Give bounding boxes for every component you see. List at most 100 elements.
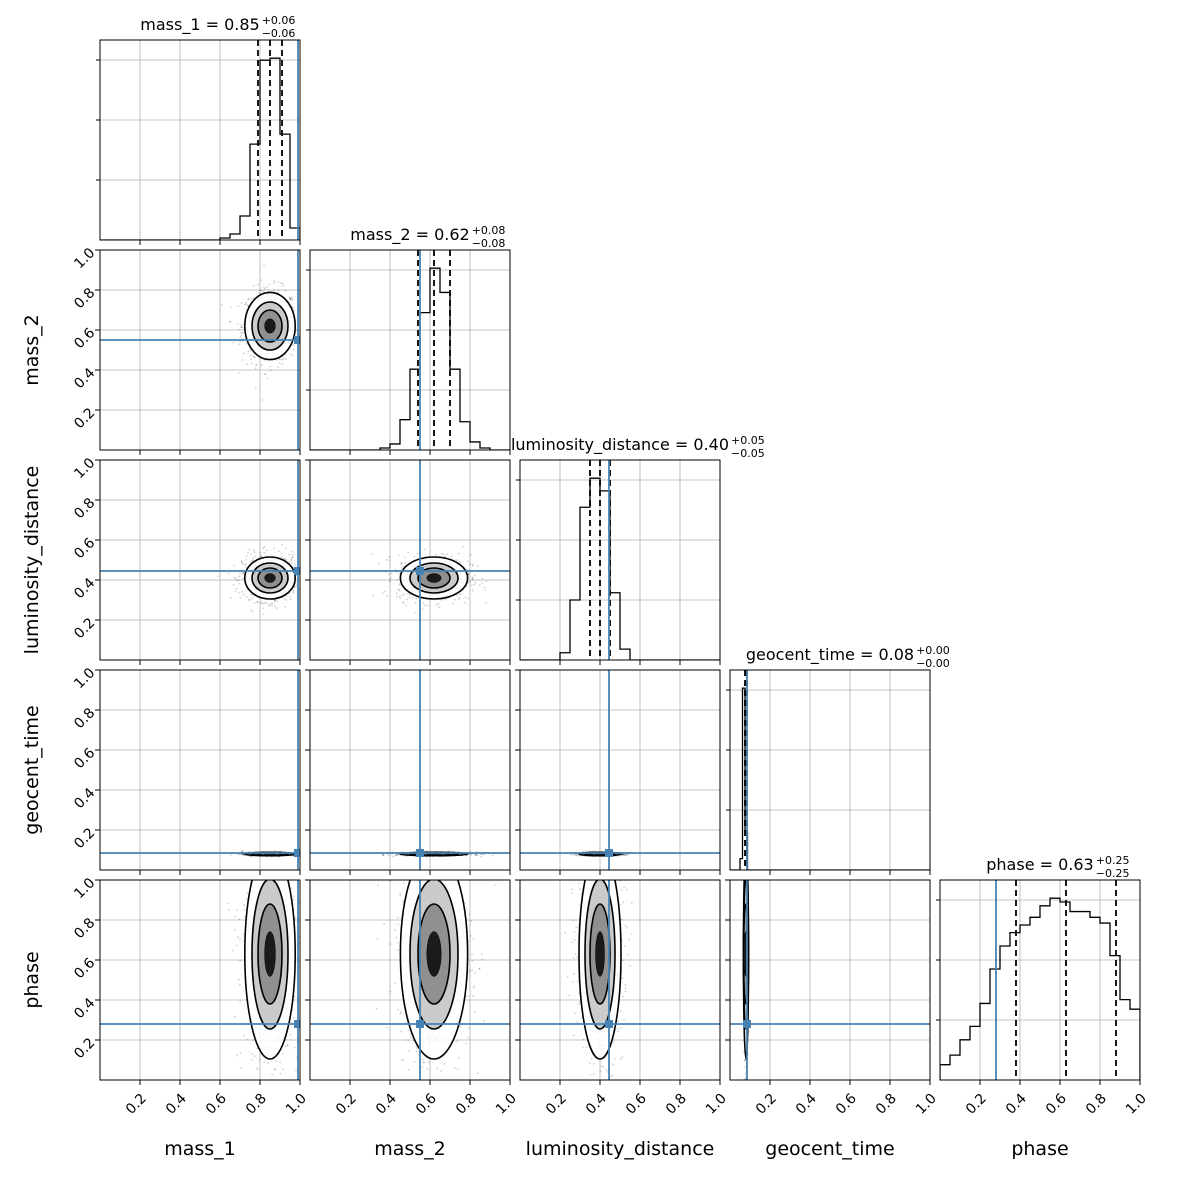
sample-point	[236, 1054, 239, 1057]
sample-point	[254, 555, 256, 558]
sample-point	[388, 579, 391, 581]
sample-point	[242, 594, 245, 596]
sample-point	[303, 853, 305, 855]
sample-point	[279, 876, 281, 878]
sample-point	[293, 1046, 296, 1049]
sample-point	[396, 595, 398, 598]
sample-point	[292, 348, 295, 351]
density-contour	[426, 573, 442, 583]
sample-point	[288, 553, 291, 556]
sample-point	[270, 1148, 272, 1150]
y-tick-label: 0.2	[71, 615, 98, 642]
sample-point	[286, 1044, 289, 1047]
sample-point	[284, 353, 287, 356]
sample-point	[283, 598, 286, 600]
sample-point	[264, 1144, 266, 1146]
sample-point	[466, 560, 469, 563]
sample-point	[390, 572, 393, 575]
sample-point	[257, 859, 259, 861]
sample-point	[474, 853, 477, 856]
sample-point	[239, 336, 242, 339]
sample-point	[235, 587, 238, 590]
sample-point	[280, 358, 283, 361]
sample-point	[260, 601, 263, 604]
sample-point	[242, 933, 245, 936]
sample-point	[471, 578, 474, 580]
sample-point	[229, 306, 232, 309]
panel-mass_2-vs-luminosity_distance	[305, 459, 511, 665]
sample-point	[264, 601, 267, 604]
sample-point	[290, 887, 293, 890]
sample-point	[284, 1045, 287, 1048]
y-tick-label: 0.6	[71, 745, 98, 772]
sample-point	[268, 604, 271, 607]
sample-point	[471, 576, 474, 579]
sample-point	[289, 598, 292, 601]
sample-point	[253, 549, 255, 552]
sample-point	[475, 854, 478, 856]
sample-point	[254, 845, 256, 847]
sample-point	[254, 356, 257, 359]
sample-point	[623, 854, 626, 856]
title-lower-error: −0.05	[731, 447, 765, 460]
sample-point	[271, 602, 274, 605]
sample-point	[289, 297, 292, 300]
y-tick-label: 0.4	[71, 365, 98, 392]
sample-point	[227, 902, 230, 905]
sample-point	[229, 853, 232, 856]
sample-point	[470, 853, 473, 856]
sample-point	[261, 870, 263, 872]
sample-point	[474, 582, 477, 584]
sample-point	[236, 579, 238, 582]
sample-point	[382, 854, 385, 856]
sample-point	[301, 588, 303, 590]
sample-point	[240, 331, 243, 334]
sample-point	[276, 875, 278, 877]
sample-point	[252, 285, 255, 287]
sample-point	[245, 342, 248, 345]
sample-point	[305, 853, 307, 855]
sample-point	[251, 597, 254, 600]
sample-point	[293, 590, 295, 593]
sample-point	[302, 853, 304, 855]
sample-point	[245, 596, 248, 598]
sample-point	[263, 287, 266, 290]
title-upper-error: +0.06	[262, 14, 296, 27]
histogram-panel-mass_1: mass_1 = 0.85 +0.06−0.06	[96, 14, 301, 245]
sample-point	[277, 861, 279, 863]
sample-point	[273, 280, 276, 282]
sample-point	[274, 849, 276, 852]
sample-point	[307, 957, 309, 959]
sample-point	[389, 580, 391, 583]
histogram-panel-geocent_time: geocent_time = 0.08 +0.00−0.00	[726, 644, 950, 875]
sample-point	[438, 606, 441, 609]
sample-point	[244, 565, 247, 568]
sample-point	[292, 306, 294, 309]
sample-point	[471, 576, 474, 579]
panel-frame	[99, 249, 301, 451]
sample-point	[274, 605, 277, 608]
sample-point	[255, 1066, 258, 1069]
sample-point	[414, 601, 417, 604]
sample-point	[241, 591, 244, 593]
sample-point	[407, 552, 410, 554]
sample-point	[250, 560, 253, 563]
sample-point	[294, 585, 296, 588]
sample-point	[246, 892, 249, 894]
sample-point	[301, 317, 303, 319]
sample-point	[398, 583, 401, 586]
sample-point	[281, 543, 283, 546]
sample-point	[238, 853, 241, 856]
sample-point	[245, 898, 248, 901]
sample-point	[295, 832, 297, 834]
sample-point	[262, 602, 265, 605]
sample-point	[250, 1059, 253, 1061]
sample-point	[261, 607, 264, 609]
sample-point	[295, 584, 298, 587]
sample-point	[451, 555, 453, 558]
sample-point	[463, 601, 466, 604]
sample-point	[242, 572, 245, 575]
sample-point	[284, 289, 287, 292]
sample-point	[291, 556, 294, 558]
panel-frame	[99, 669, 301, 871]
